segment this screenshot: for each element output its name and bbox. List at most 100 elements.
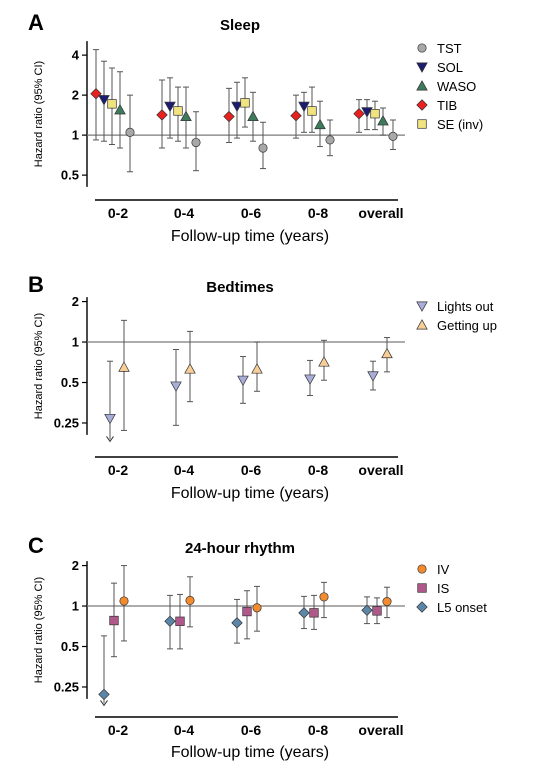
- x-tick-label: 0-4: [174, 462, 194, 478]
- data-point-is: [109, 615, 119, 626]
- series-getting-up: [118, 319, 393, 431]
- x-axis-label: Follow-up time (years): [171, 485, 329, 502]
- series-sol: [98, 60, 373, 142]
- legend-marker-waso: [416, 80, 428, 91]
- y-axis-label: Hazard ratio (95% CI): [33, 313, 45, 419]
- data-point-sol: [231, 101, 243, 113]
- series-waso: [114, 71, 389, 149]
- data-point-se-inv: [307, 106, 317, 116]
- legend-label: TST: [437, 41, 462, 56]
- panel-letter: C: [28, 533, 44, 558]
- legend: TST SOL WASO TIB SE (inv): [416, 41, 483, 132]
- legend-label: Lights out: [437, 299, 494, 314]
- x-tick-label: 0-2: [108, 205, 128, 221]
- data-point-se-inv: [370, 109, 380, 119]
- legend-label: IS: [437, 581, 450, 596]
- x-tick-label: 0-8: [308, 722, 328, 738]
- data-point-tst: [258, 143, 268, 153]
- panel-letter: B: [28, 272, 44, 297]
- y-tick-label: 0.5: [61, 375, 79, 390]
- data-point-iv: [382, 596, 392, 607]
- panel-b: B Bedtimes Hazard ratio (95% CI) 0.25 0.5 1 2 0…: [28, 272, 497, 502]
- data-point-sol: [361, 107, 373, 118]
- x-tick-label: 0-8: [308, 205, 328, 221]
- data-point-se-inv: [107, 99, 117, 109]
- y-tick-label: 2: [72, 294, 79, 309]
- data-point-lights-out: [237, 375, 249, 387]
- data-point-iv: [252, 603, 262, 613]
- data-point-getting-up: [381, 347, 393, 359]
- legend-marker-sol: [416, 62, 428, 73]
- x-tick-label: 0-4: [174, 722, 194, 738]
- data-point-waso: [247, 110, 259, 122]
- data-point-tst: [388, 131, 398, 141]
- legend-marker-tib: [416, 99, 428, 111]
- series-tib: [90, 49, 365, 149]
- data-point-tst: [325, 135, 335, 145]
- panel-title: 24-hour rhythm: [185, 540, 295, 557]
- data-point-getting-up: [184, 363, 196, 374]
- down-arrow-icon: [100, 700, 108, 707]
- data-point-tst: [191, 137, 201, 148]
- series-tst: [125, 94, 398, 173]
- y-tick-label: 0.5: [61, 168, 79, 183]
- series-is: [109, 582, 382, 658]
- panel-title: Bedtimes: [206, 279, 274, 296]
- legend-marker-is: [417, 583, 427, 593]
- legend-marker-se-inv: [417, 119, 427, 129]
- x-tick-label: 0-8: [308, 462, 328, 478]
- x-axis-label: Follow-up time (years): [171, 228, 329, 245]
- data-point-iv: [319, 592, 329, 602]
- data-point-tib: [223, 110, 235, 123]
- y-tick-label: 1: [72, 599, 79, 614]
- data-point-tib: [353, 107, 365, 120]
- legend: Lights out Getting up: [416, 299, 497, 333]
- x-tick-label: overall: [358, 462, 403, 478]
- panel-c: C 24-hour rhythm Hazard ratio (95% CI) 0.25…: [28, 533, 487, 761]
- y-tick-label: 2: [72, 88, 79, 103]
- series-iv: [119, 565, 392, 642]
- data-point-tib: [90, 88, 102, 100]
- x-tick-label: overall: [358, 205, 403, 221]
- y-axis-label: Hazard ratio (95% CI): [33, 61, 45, 167]
- data-point-tib: [290, 110, 302, 122]
- legend: IV IS L5 onset: [416, 562, 487, 615]
- legend-label: L5 onset: [437, 600, 487, 615]
- data-point-is: [242, 606, 252, 617]
- data-point-tst: [125, 127, 135, 137]
- legend-marker-getting-up: [416, 319, 428, 330]
- legend-label: SE (inv): [437, 117, 483, 132]
- data-point-se-inv: [173, 106, 183, 116]
- data-point-sol: [298, 101, 310, 113]
- data-point-l5-onset: [361, 604, 373, 616]
- series-lights-out: [104, 348, 379, 443]
- data-point-waso: [114, 103, 126, 115]
- legend-label: Getting up: [437, 318, 497, 333]
- series-l5-onset: [98, 594, 373, 707]
- data-point-iv: [185, 595, 195, 606]
- data-point-l5-onset: [164, 615, 176, 627]
- x-axis-label: Follow-up time (years): [171, 744, 329, 761]
- legend-label: WASO: [437, 79, 476, 94]
- y-tick-label: 2: [72, 558, 79, 573]
- data-point-waso: [180, 110, 192, 122]
- data-point-is: [309, 608, 319, 618]
- data-point-sol: [98, 95, 110, 106]
- data-point-sol: [164, 101, 176, 113]
- data-point-is: [175, 616, 185, 626]
- panel-a: A Sleep Hazard ratio (95% CI) 0.5 1 2 4 0-2 0-4 0…: [28, 10, 483, 245]
- data-point-waso: [377, 114, 389, 126]
- series-se-inv: [107, 67, 380, 146]
- y-tick-label: 4: [72, 48, 80, 63]
- legend-marker-l5-onset: [416, 601, 428, 613]
- x-tick-label: 0-6: [241, 722, 261, 738]
- x-tick-label: 0-6: [241, 205, 261, 221]
- data-point-se-inv: [240, 98, 250, 108]
- data-point-getting-up: [118, 361, 130, 372]
- y-tick-label: 1: [72, 335, 79, 350]
- data-point-getting-up: [251, 363, 263, 374]
- x-tick-label: 0-6: [241, 462, 261, 478]
- panel-letter: A: [28, 10, 44, 35]
- data-point-lights-out: [104, 413, 116, 425]
